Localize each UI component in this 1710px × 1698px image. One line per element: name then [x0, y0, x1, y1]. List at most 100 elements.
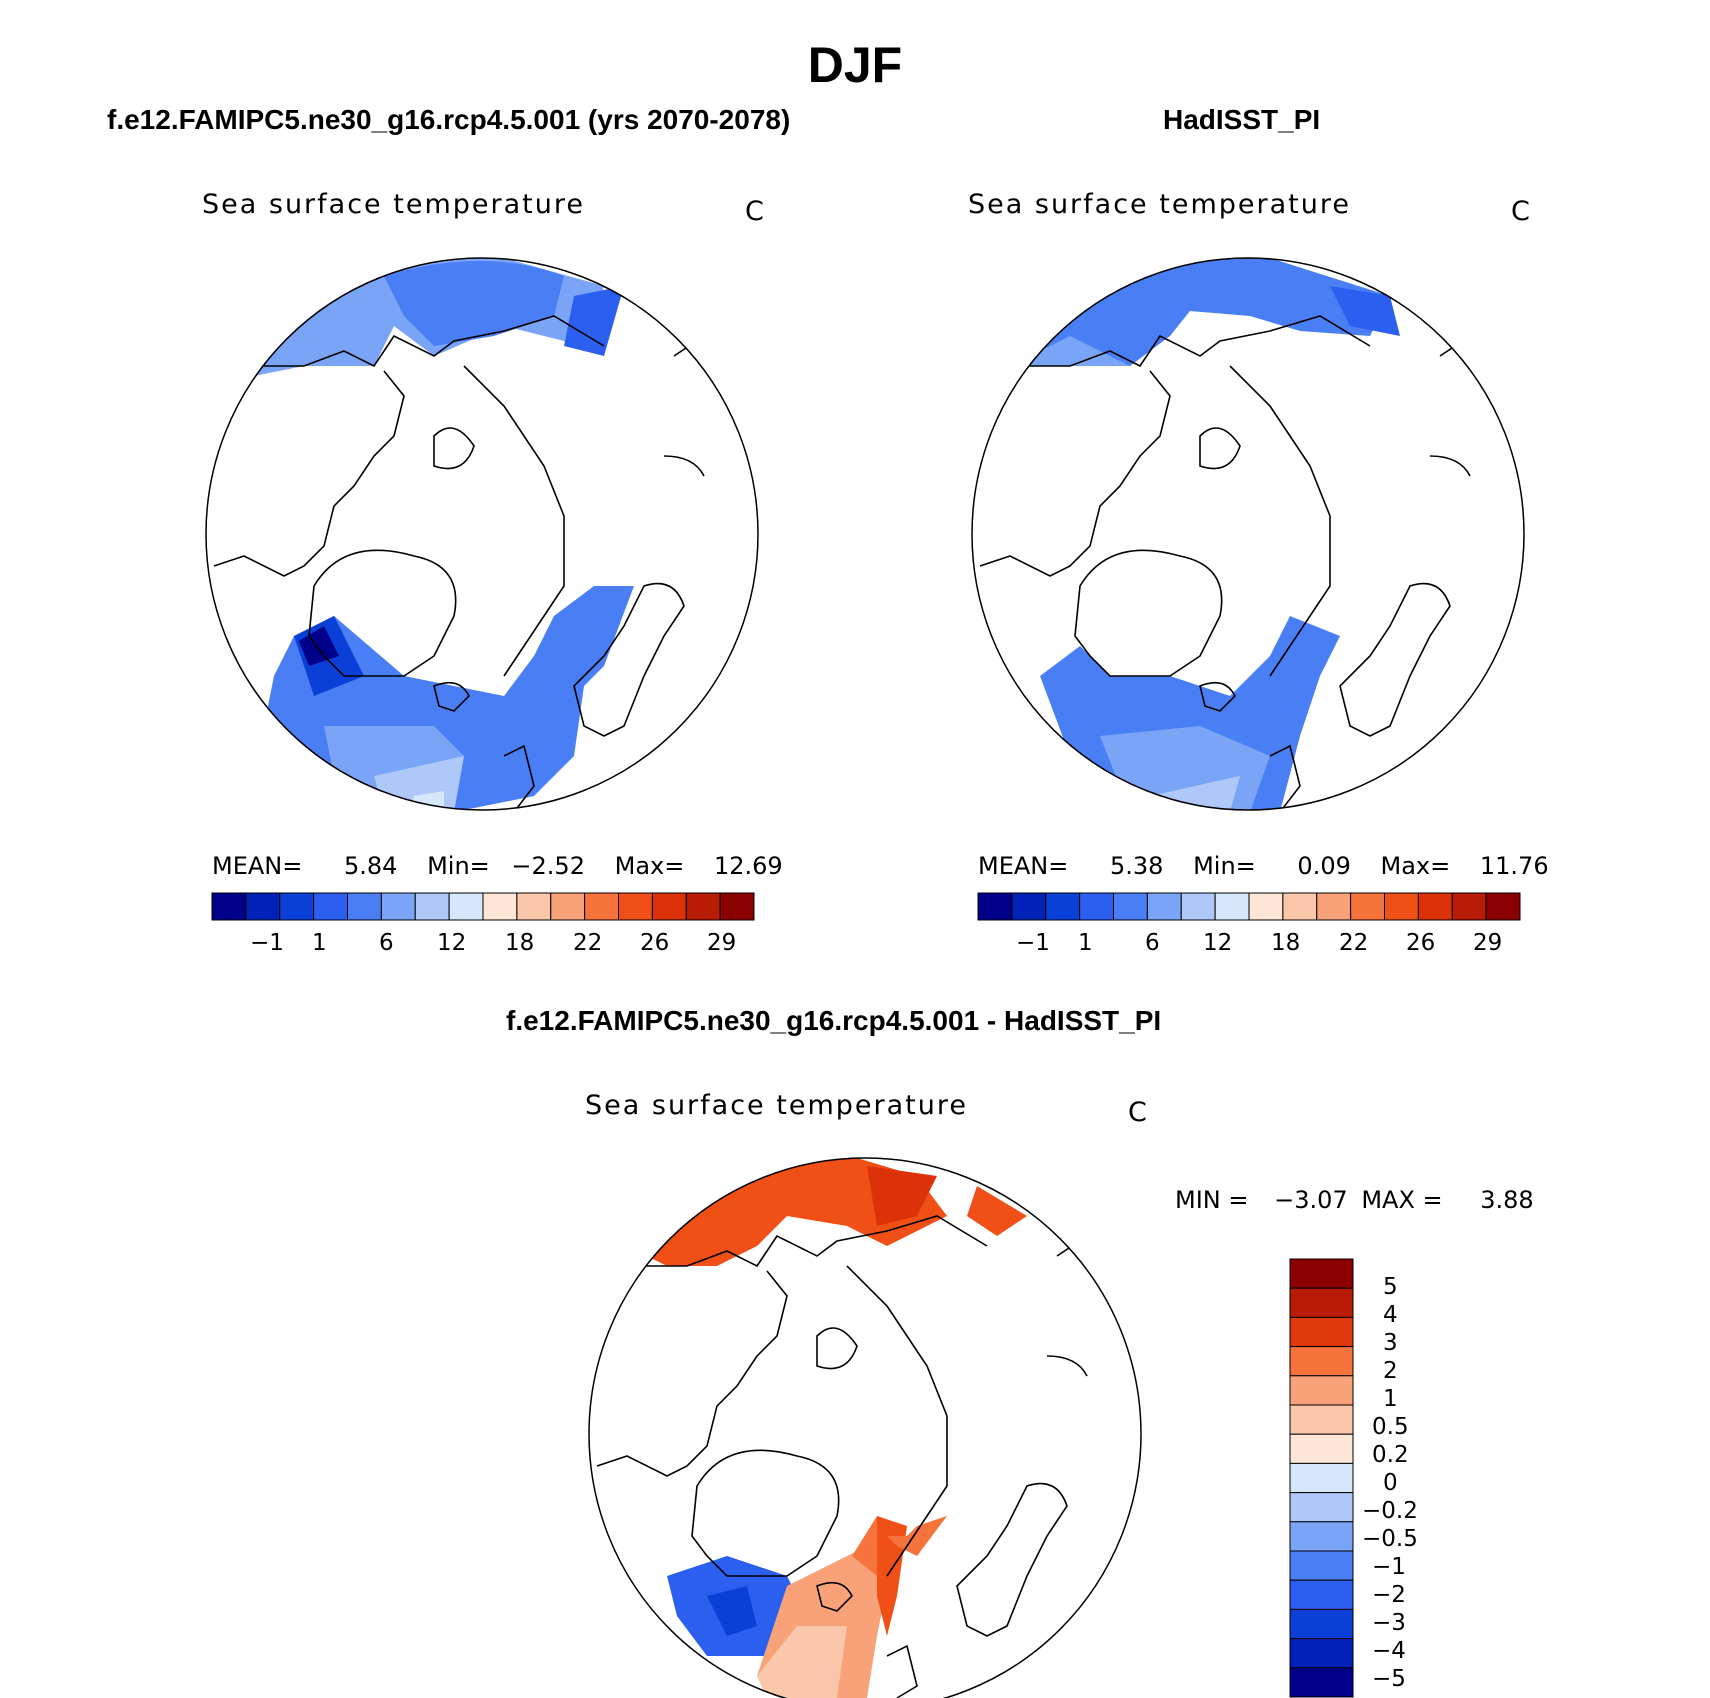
panel-2-units: C — [1511, 196, 1530, 227]
colorbar-swatch — [1289, 1258, 1354, 1289]
panel-2-colorbar-ticks: −1 1 6 12 18 22 26 29 — [978, 930, 1520, 960]
colorbar-swatch — [685, 892, 721, 921]
panel-3-tick: 0 — [1383, 1470, 1398, 1496]
colorbar-swatch — [414, 892, 450, 921]
panel-1-tick: 6 — [379, 930, 394, 956]
panel-1-max-label: Max= — [614, 852, 685, 880]
panel-3-tick: 5 — [1383, 1274, 1398, 1300]
colorbar-swatch — [1289, 1550, 1354, 1581]
panel-3-max-value: 3.88 — [1480, 1186, 1534, 1214]
colorbar-swatch — [1289, 1404, 1354, 1435]
panel-3-max-label: MAX = — [1361, 1186, 1443, 1214]
panel-1-tick: 18 — [505, 930, 535, 956]
panel-1-stats: MEAN= 5.84 Min= −2.52 Max= 12.69 — [212, 852, 783, 880]
panel-3-tick: 1 — [1383, 1386, 1398, 1412]
panel-3-tick: −4 — [1372, 1638, 1406, 1664]
colorbar-swatch — [1289, 1346, 1354, 1377]
panel-2-max-label: Max= — [1380, 852, 1451, 880]
colorbar-swatch — [1316, 892, 1352, 921]
panel-1-header: f.e12.FAMIPC5.ne30_g16.rcp4.5.001 (yrs 2… — [107, 104, 791, 135]
panel-1-map — [205, 257, 759, 811]
panel-3-colorbar-ticks: 5 4 3 2 1 0.5 0.2 0 −0.2 −0.5 −1 −2 −3 −… — [1362, 1274, 1482, 1694]
colorbar-swatch — [1079, 892, 1114, 921]
panel-3-tick: −0.5 — [1362, 1526, 1418, 1552]
panel-2-min-label: Min= — [1193, 852, 1256, 880]
panel-1-tick: 12 — [437, 930, 467, 956]
panel-2-header: HadISST_PI — [1163, 104, 1321, 135]
colorbar-swatch — [313, 892, 348, 921]
colorbar-swatch — [1289, 1433, 1354, 1464]
colorbar-swatch — [279, 892, 315, 921]
colorbar-swatch — [1289, 1638, 1354, 1669]
panel-3-min-value: −3.07 — [1274, 1186, 1348, 1214]
panel-3-tick: 2 — [1383, 1358, 1398, 1384]
panel-3-variable: Sea surface temperature — [585, 1090, 968, 1121]
colorbar-swatch — [516, 892, 552, 921]
panel-3-tick: −2 — [1372, 1582, 1406, 1608]
panel-1-tick: −1 — [250, 930, 284, 956]
colorbar-swatch — [482, 892, 518, 921]
panel-1-mean-value: 5.84 — [344, 852, 398, 880]
colorbar-swatch — [245, 892, 281, 921]
panel-3-map — [588, 1157, 1142, 1698]
panel-1-min-label: Min= — [427, 852, 490, 880]
panel-1-tick: 29 — [707, 930, 737, 956]
panel-1-tick: 26 — [640, 930, 670, 956]
panel-1-colorbar-ticks: −1 1 6 12 18 22 26 29 — [212, 930, 754, 960]
colorbar-swatch — [1146, 892, 1182, 921]
panel-3-tick: 0.5 — [1372, 1414, 1409, 1440]
colorbar-swatch — [1350, 892, 1385, 921]
colorbar-swatch — [448, 892, 484, 921]
colorbar-swatch — [1451, 892, 1487, 921]
colorbar-swatch — [719, 892, 755, 921]
panel-3-units: C — [1128, 1097, 1147, 1128]
panel-2-max-value: 11.76 — [1479, 852, 1549, 880]
colorbar-swatch — [1045, 892, 1081, 921]
panel-3-tick: −3 — [1372, 1610, 1406, 1636]
colorbar-swatch — [1485, 892, 1521, 921]
panel-3-colorbar — [1289, 1258, 1354, 1698]
panel-1-colorbar — [211, 892, 755, 921]
colorbar-swatch — [1289, 1667, 1354, 1698]
panel-1-variable: Sea surface temperature — [202, 189, 585, 220]
panel-3-tick: −0.2 — [1362, 1498, 1418, 1524]
colorbar-swatch — [977, 892, 1013, 921]
colorbar-swatch — [1282, 892, 1318, 921]
panel-3-tick: −1 — [1372, 1554, 1406, 1580]
panel-2-tick: 1 — [1078, 930, 1093, 956]
panel-2-tick: 6 — [1145, 930, 1160, 956]
panel-3-min-label: MIN = — [1175, 1186, 1249, 1214]
colorbar-swatch — [1289, 1579, 1354, 1610]
panel-2-tick: 22 — [1339, 930, 1369, 956]
panel-1-mean-label: MEAN= — [212, 852, 303, 880]
panel-3-tick: 0.2 — [1372, 1442, 1409, 1468]
panel-2-tick: 26 — [1406, 930, 1436, 956]
colorbar-swatch — [1113, 892, 1148, 921]
colorbar-swatch — [1289, 1375, 1354, 1406]
panel-1-units: C — [745, 196, 764, 227]
colorbar-swatch — [1180, 892, 1216, 921]
panel-2-colorbar — [977, 892, 1521, 921]
panel-2-tick: 18 — [1271, 930, 1301, 956]
panel-2-stats: MEAN= 5.38 Min= 0.09 Max= 11.76 — [978, 852, 1549, 880]
colorbar-swatch — [1248, 892, 1284, 921]
panel-2-min-value: 0.09 — [1297, 852, 1351, 880]
panel-2-tick: −1 — [1016, 930, 1050, 956]
panel-1-max-value: 12.69 — [713, 852, 783, 880]
panel-3-tick: −5 — [1372, 1666, 1406, 1692]
colorbar-swatch — [618, 892, 653, 921]
panel-3-stats: MIN = −3.07 MAX = 3.88 — [1175, 1186, 1534, 1214]
colorbar-swatch — [1214, 892, 1250, 921]
panel-1-min-value: −2.52 — [511, 852, 585, 880]
panel-2-map — [971, 257, 1525, 811]
colorbar-swatch — [1289, 1462, 1354, 1494]
colorbar-swatch — [1384, 892, 1419, 921]
colorbar-swatch — [1289, 1316, 1354, 1348]
panel-2-mean-value: 5.38 — [1110, 852, 1164, 880]
panel-2-tick: 12 — [1203, 930, 1233, 956]
colorbar-swatch — [1289, 1287, 1354, 1318]
colorbar-swatch — [1289, 1521, 1354, 1552]
colorbar-swatch — [347, 892, 382, 921]
panel-2-mean-label: MEAN= — [978, 852, 1069, 880]
colorbar-swatch — [1417, 892, 1453, 921]
